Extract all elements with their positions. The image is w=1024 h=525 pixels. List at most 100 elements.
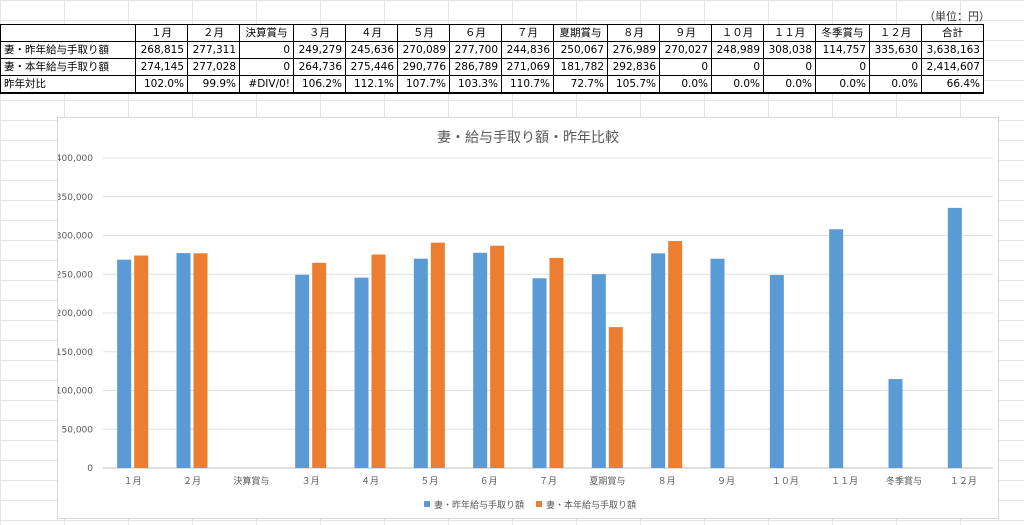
table-cell[interactable]: 274,145 xyxy=(135,58,188,76)
bar-this-year[interactable] xyxy=(668,241,683,468)
table-header-cell[interactable]: １０月 xyxy=(711,24,764,42)
bar-last-year[interactable] xyxy=(888,379,903,468)
row-label[interactable]: 昨年対比 xyxy=(0,75,136,94)
bar-this-year[interactable] xyxy=(193,253,208,468)
table-cell[interactable]: 277,311 xyxy=(187,41,240,59)
table-cell[interactable]: 250,067 xyxy=(553,41,608,59)
x-tick-label: １２月 xyxy=(950,476,977,487)
table-cell[interactable]: 275,446 xyxy=(345,58,398,76)
table-cell[interactable]: 264,736 xyxy=(293,58,346,76)
table-cell[interactable]: 0.0% xyxy=(869,75,922,94)
table-cell[interactable]: 181,782 xyxy=(553,58,608,76)
table-header-cell[interactable]: １月 xyxy=(135,24,188,42)
table-cell[interactable]: 286,789 xyxy=(449,58,502,76)
table-header-cell[interactable] xyxy=(0,24,136,42)
table-header-cell[interactable]: 決算賞与 xyxy=(239,24,294,42)
bar-this-year[interactable] xyxy=(134,255,149,468)
bar-last-year[interactable] xyxy=(473,252,488,468)
table-cell[interactable]: 248,989 xyxy=(711,41,764,59)
row-label[interactable]: 妻・本年給与手取り額 xyxy=(0,58,136,76)
table-cell[interactable]: 105.7% xyxy=(607,75,660,94)
table-header-cell[interactable]: ２月 xyxy=(187,24,240,42)
bar-last-year[interactable] xyxy=(710,258,725,468)
table-header-cell[interactable]: ７月 xyxy=(501,24,554,42)
table-cell[interactable]: 114,757 xyxy=(815,41,870,59)
table-cell[interactable]: 290,776 xyxy=(397,58,450,76)
table-header-cell[interactable]: ６月 xyxy=(449,24,502,42)
legend-label[interactable]: 妻・昨年給与手取り額 xyxy=(434,499,524,511)
bar-last-year[interactable] xyxy=(117,259,132,468)
table-cell[interactable]: 245,636 xyxy=(345,41,398,59)
bar-this-year[interactable] xyxy=(430,242,445,468)
table-cell[interactable]: 0.0% xyxy=(711,75,764,94)
bar-last-year[interactable] xyxy=(769,275,784,468)
bar-last-year[interactable] xyxy=(591,274,606,468)
table-cell[interactable]: 102.0% xyxy=(135,75,188,94)
bar-last-year[interactable] xyxy=(829,229,844,468)
table-cell[interactable]: 335,630 xyxy=(869,41,922,59)
legend-label[interactable]: 妻・本年給与手取り額 xyxy=(546,499,636,511)
table-cell[interactable]: 2,414,607 xyxy=(921,58,984,76)
table-cell[interactable]: 0 xyxy=(239,41,294,59)
table-cell[interactable]: 0.0% xyxy=(659,75,712,94)
table-header-cell[interactable]: ４月 xyxy=(345,24,398,42)
bar-last-year[interactable] xyxy=(176,253,191,468)
table-cell[interactable]: 308,038 xyxy=(763,41,816,59)
y-tick-label: 300,000 xyxy=(58,232,93,242)
table-cell[interactable]: 0 xyxy=(711,58,764,76)
table-header-cell[interactable]: １２月 xyxy=(869,24,922,42)
table-cell[interactable]: 271,069 xyxy=(501,58,554,76)
table-cell[interactable]: 107.7% xyxy=(397,75,450,94)
x-tick-label: １月 xyxy=(124,476,142,487)
table-cell[interactable]: 244,836 xyxy=(501,41,554,59)
table-cell[interactable]: 0 xyxy=(815,58,870,76)
bar-this-year[interactable] xyxy=(549,257,564,468)
bar-last-year[interactable] xyxy=(413,258,428,468)
table-header-cell[interactable]: ８月 xyxy=(607,24,660,42)
table-cell[interactable]: #DIV/0! xyxy=(239,75,294,94)
table-cell[interactable]: 0 xyxy=(659,58,712,76)
y-tick-label: 100,000 xyxy=(58,387,93,397)
table-cell[interactable]: 99.9% xyxy=(187,75,240,94)
table-cell[interactable]: 0 xyxy=(763,58,816,76)
bar-last-year[interactable] xyxy=(295,274,310,468)
bar-last-year[interactable] xyxy=(651,253,666,468)
row-label[interactable]: 妻・昨年給与手取り額 xyxy=(0,41,136,59)
chart-panel[interactable]: 妻・給与手取り額・昨年比較 0 50,000 100,000 150,000 200,0… xyxy=(57,117,999,519)
bar-this-year[interactable] xyxy=(371,254,386,468)
table-cell[interactable]: 110.7% xyxy=(501,75,554,94)
table-cell[interactable]: 276,989 xyxy=(607,41,660,59)
table-cell[interactable]: 112.1% xyxy=(345,75,398,94)
table-cell[interactable]: 270,089 xyxy=(397,41,450,59)
table-header-cell[interactable]: ３月 xyxy=(293,24,346,42)
table-cell[interactable]: 277,700 xyxy=(449,41,502,59)
table-header-cell[interactable]: １１月 xyxy=(763,24,816,42)
table-cell[interactable]: 0 xyxy=(239,58,294,76)
table-cell[interactable]: 0.0% xyxy=(763,75,816,94)
table-header-cell[interactable]: 合計 xyxy=(921,24,984,42)
table-cell[interactable]: 268,815 xyxy=(135,41,188,59)
bar-this-year[interactable] xyxy=(490,245,505,468)
table-cell[interactable]: 292,836 xyxy=(607,58,660,76)
salary-table: １月 ２月 決算賞与 ３月 ４月 ５月 ６月 ７月 夏期賞与 ８月 ９月 １０月 １１月 冬季賞与 １２月合… xyxy=(0,24,984,94)
table-cell[interactable]: 0.0% xyxy=(815,75,870,94)
table-cell[interactable]: 249,279 xyxy=(293,41,346,59)
table-cell[interactable]: 270,027 xyxy=(659,41,712,59)
bar-last-year[interactable] xyxy=(532,278,547,468)
bar-this-year[interactable] xyxy=(608,327,623,468)
bar-last-year[interactable] xyxy=(947,207,962,468)
table-header-cell[interactable]: ９月 xyxy=(659,24,712,42)
table-cell[interactable]: 3,638,163 xyxy=(921,41,984,59)
table-header-cell[interactable]: ５月 xyxy=(397,24,450,42)
table-cell[interactable]: 277,028 xyxy=(187,58,240,76)
bar-last-year[interactable] xyxy=(354,277,369,468)
table-header-cell[interactable]: 夏期賞与 xyxy=(553,24,608,42)
table-cell[interactable]: 0 xyxy=(869,58,922,76)
table-cell[interactable]: 103.3% xyxy=(449,75,502,94)
y-tick-label: 50,000 xyxy=(62,425,94,435)
table-header-cell[interactable]: 冬季賞与 xyxy=(815,24,870,42)
bar-this-year[interactable] xyxy=(312,262,327,468)
table-cell[interactable]: 72.7% xyxy=(553,75,608,94)
table-cell[interactable]: 66.4% xyxy=(921,75,984,94)
table-cell[interactable]: 106.2% xyxy=(293,75,346,94)
